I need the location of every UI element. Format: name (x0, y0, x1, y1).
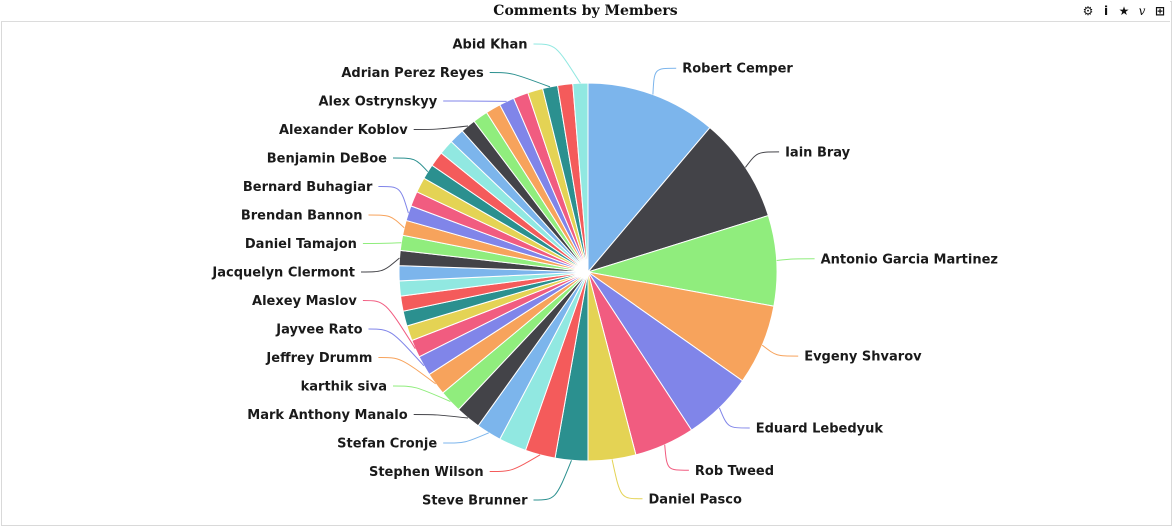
slice-label-stefan-cronje: Stefan Cronje (337, 437, 437, 452)
connector-robert-cemper (652, 67, 677, 95)
connector-daniel-pasco (611, 459, 643, 500)
slice-label-jayvee-rato: Jayvee Rato (275, 323, 362, 338)
slice-label-brendan-bannon: Brendan Bannon (241, 209, 363, 224)
connector-jacquelyn-clermont (360, 257, 400, 273)
connector-abid-khan (533, 43, 581, 84)
slice-label-mark-anthony-manalo: Mark Anthony Manalo (247, 408, 407, 423)
connector-rob-tweed (664, 444, 689, 471)
widget-titlebar: Comments by Members ⚙ i ★ v ⊞ (1, 1, 1170, 22)
toolbar: ⚙ i ★ v ⊞ (1080, 3, 1168, 19)
connector-karthik-siva (392, 385, 451, 402)
info-icon[interactable]: i (1103, 4, 1109, 18)
slice-label-karthik-siva: karthik siva (301, 380, 387, 395)
connector-stefan-cronje (443, 432, 489, 444)
connector-jayvee-rato (368, 328, 425, 367)
connector-alexey-maslov (362, 300, 416, 349)
pie-slice-antonio-garcia-martinez[interactable] (587, 214, 778, 307)
variable-icon[interactable]: v (1138, 4, 1146, 18)
connector-steve-brunner (533, 460, 572, 501)
slice-label-alexey-maslov: Alexey Maslov (252, 294, 357, 309)
connector-mark-anthony-manalo (413, 414, 469, 419)
settings-icon[interactable]: ⚙ (1082, 4, 1094, 18)
slice-label-alex-ostrynskyy: Alex Ostrynskyy (318, 95, 437, 110)
connector-bernard-buhagiar (378, 186, 409, 214)
connector-eduard-lebedyuk (718, 407, 750, 429)
connector-benjamin-deboe (392, 157, 429, 173)
connector-daniel-tamajon (362, 242, 402, 244)
connector-jeffrey-drumm (378, 357, 436, 385)
star-icon[interactable]: ★ (1118, 4, 1130, 18)
connector-evgeny-shvarov (761, 344, 799, 357)
slice-label-benjamin-deboe: Benjamin DeBoe (267, 152, 387, 167)
slice-label-adrian-perez-reyes: Adrian Perez Reyes (341, 66, 484, 81)
slice-label-alexander-koblov: Alexander Koblov (279, 123, 408, 138)
slice-label-robert-cemper: Robert Cemper (682, 62, 793, 77)
connector-alexander-koblov (413, 125, 469, 130)
slice-label-eduard-lebedyuk: Eduard Lebedyuk (756, 422, 884, 437)
slice-label-jacquelyn-clermont: Jacquelyn Clermont (211, 266, 355, 281)
chart-title: Comments by Members (493, 3, 678, 19)
slice-label-rob-tweed: Rob Tweed (695, 464, 774, 479)
connector-brendan-bannon (368, 214, 405, 229)
connector-antonio-garcia-martinez (776, 258, 815, 261)
pie-labels: Robert Cemper Iain Bray Antonio Garcia Mar… (211, 38, 998, 509)
slice-label-bernard-buhagiar: Bernard Buhagiar (243, 180, 373, 195)
pie-slices (398, 82, 778, 462)
slice-label-antonio-garcia-martinez: Antonio Garcia Martinez (821, 252, 998, 267)
connector-adrian-perez-reyes (489, 72, 551, 88)
slice-label-jeffrey-drumm: Jeffrey Drumm (265, 351, 372, 366)
slice-label-daniel-tamajon: Daniel Tamajon (245, 237, 357, 252)
slice-label-iain-bray: Iain Bray (785, 145, 851, 160)
slice-label-abid-khan: Abid Khan (452, 38, 527, 53)
slice-label-steve-brunner: Steve Brunner (422, 494, 528, 509)
slice-label-evgeny-shvarov: Evgeny Shvarov (804, 350, 922, 365)
connector-iain-bray (745, 151, 780, 168)
slice-label-stephen-wilson: Stephen Wilson (369, 465, 484, 480)
table-icon[interactable]: ⊞ (1154, 4, 1166, 18)
connector-stephen-wilson (489, 454, 541, 472)
slice-label-daniel-pasco: Daniel Pasco (649, 492, 742, 507)
